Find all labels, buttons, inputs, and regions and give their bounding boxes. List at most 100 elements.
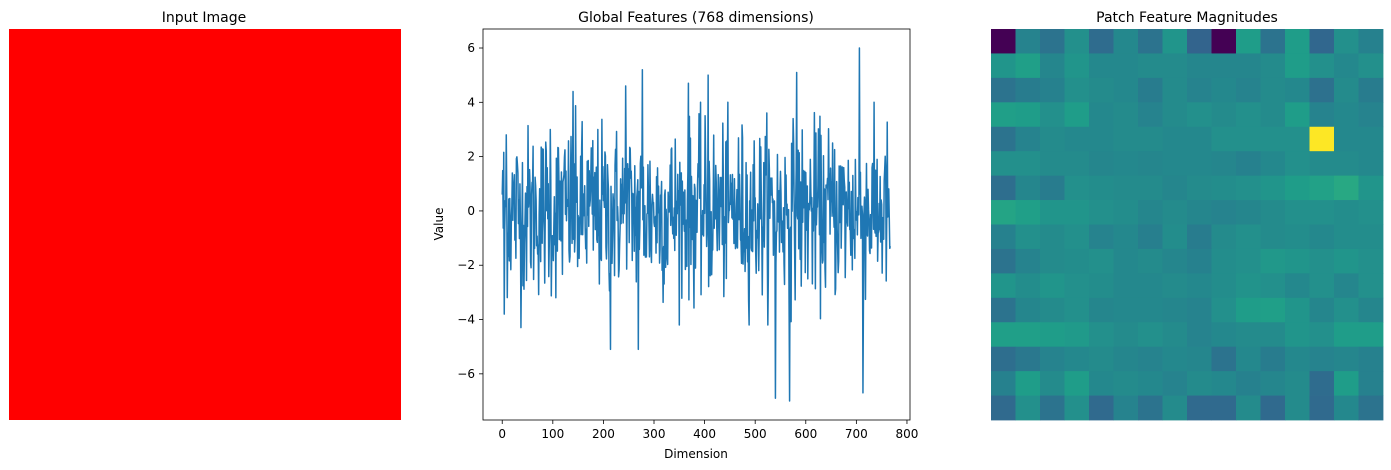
y-tick-label: 0 (467, 204, 475, 218)
heatmap-cell (1162, 346, 1188, 372)
heatmap-cell (1138, 151, 1163, 177)
heatmap-cell (1015, 175, 1041, 201)
heatmap-cell (1187, 77, 1212, 103)
heatmap-cell (1236, 126, 1261, 152)
heatmap-cell (1211, 273, 1237, 299)
heatmap-cell (1260, 151, 1286, 177)
heatmap-cell (1358, 248, 1384, 274)
heatmap-cell (1285, 395, 1310, 421)
heatmap-cell (1334, 126, 1359, 152)
heatmap-cell (1138, 346, 1163, 372)
heatmap-cell (1236, 346, 1261, 372)
heatmap-cell (1064, 322, 1090, 348)
heatmap-cell (1162, 297, 1188, 323)
heatmap-cell (1187, 322, 1212, 348)
heatmap-cell (1211, 102, 1237, 128)
heatmap-cell (1236, 395, 1261, 421)
heatmap-cell (1040, 126, 1065, 152)
heatmap-cell (1162, 322, 1188, 348)
heatmap-cell (1358, 102, 1384, 128)
heatmap-cell (1113, 200, 1139, 225)
heatmap-cell (1358, 322, 1384, 348)
heatmap-cell (1040, 322, 1065, 348)
heatmap-cell (1113, 151, 1139, 177)
heatmap-cell (1334, 151, 1359, 177)
heatmap-cell (1260, 224, 1286, 250)
heatmap-cell (1162, 224, 1188, 250)
heatmap-cell (1358, 29, 1384, 54)
heatmap-cell (1334, 77, 1359, 103)
heatmap-cell (1138, 371, 1163, 396)
heatmap-cell (1334, 346, 1359, 372)
heatmap-cell (1089, 29, 1114, 54)
heatmap-cell (1064, 102, 1090, 128)
plot-frame (482, 28, 911, 421)
heatmap-cell (1138, 248, 1163, 274)
heatmap-cell (1236, 200, 1261, 225)
heatmap-cell (1064, 346, 1090, 372)
heatmap-cell (1040, 395, 1065, 421)
heatmap-cell (1089, 175, 1114, 201)
heatmap-cell (1236, 371, 1261, 396)
heatmap-cell (1138, 200, 1163, 225)
heatmap-cell (1187, 297, 1212, 323)
heatmap-cell (1334, 297, 1359, 323)
heatmap-cell (1089, 53, 1114, 79)
heatmap-cell (1015, 395, 1041, 421)
heatmap-cell (1187, 371, 1212, 396)
heatmap-cell (1138, 297, 1163, 323)
heatmap-cell (1089, 126, 1114, 152)
heatmap-cell (1089, 248, 1114, 274)
heatmap-cell (1162, 151, 1188, 177)
heatmap-cell (991, 297, 1016, 323)
heatmap-cell (1260, 248, 1286, 274)
heatmap-cell (991, 322, 1016, 348)
heatmap-cell (1015, 77, 1041, 103)
heatmap-cell (1260, 273, 1286, 299)
heatmap-cell (1358, 200, 1384, 225)
heatmap-cell (1040, 102, 1065, 128)
heatmap-cell (1309, 371, 1335, 396)
heatmap-cell (1040, 200, 1065, 225)
heatmap-cell (1138, 29, 1163, 54)
heatmap-cell (1309, 297, 1335, 323)
heatmap-cell (1015, 151, 1041, 177)
heatmap-cell (1260, 346, 1286, 372)
heatmap-cell (1309, 77, 1335, 103)
heatmap-cell (1113, 53, 1139, 79)
heatmap-cell (1015, 248, 1041, 274)
heatmap-cell (1309, 151, 1335, 177)
heatmap-cell (1187, 29, 1212, 54)
heatmap-cell (1138, 53, 1163, 79)
heatmap-cell (1285, 102, 1310, 128)
heatmap-cell (1236, 248, 1261, 274)
heatmap-cell (1358, 77, 1384, 103)
heatmap-cell (1113, 224, 1139, 250)
heatmap-cell (1285, 273, 1310, 299)
input-image (9, 29, 401, 420)
heatmap-cell (1089, 224, 1114, 250)
heatmap-cell (1334, 175, 1359, 201)
heatmap-cell (991, 371, 1016, 396)
heatmap-cell (1334, 248, 1359, 274)
heatmap-cell (991, 248, 1016, 274)
heatmap-cell (1040, 248, 1065, 274)
heatmap-cell (1015, 322, 1041, 348)
heatmap-cell (1334, 395, 1359, 421)
heatmap-cell (1187, 346, 1212, 372)
heatmap-cell (1162, 126, 1188, 152)
heatmap-cell (1358, 53, 1384, 79)
heatmap-cell (991, 102, 1016, 128)
heatmap-cell (1211, 200, 1237, 225)
heatmap-cell (1285, 224, 1310, 250)
heatmap-cell (1236, 322, 1261, 348)
heatmap-cell (1309, 200, 1335, 225)
heatmap-cell (1064, 175, 1090, 201)
heatmap-cell (1309, 29, 1335, 54)
heatmap-cell (1064, 248, 1090, 274)
heatmap-cell (1187, 273, 1212, 299)
heatmap-cell (1089, 395, 1114, 421)
heatmap-cell (1211, 346, 1237, 372)
heatmap-cell (1211, 151, 1237, 177)
heatmap-cell (1138, 102, 1163, 128)
